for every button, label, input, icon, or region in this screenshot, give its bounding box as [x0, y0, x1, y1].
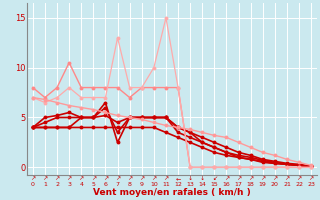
X-axis label: Vent moyen/en rafales ( km/h ): Vent moyen/en rafales ( km/h ): [93, 188, 251, 197]
